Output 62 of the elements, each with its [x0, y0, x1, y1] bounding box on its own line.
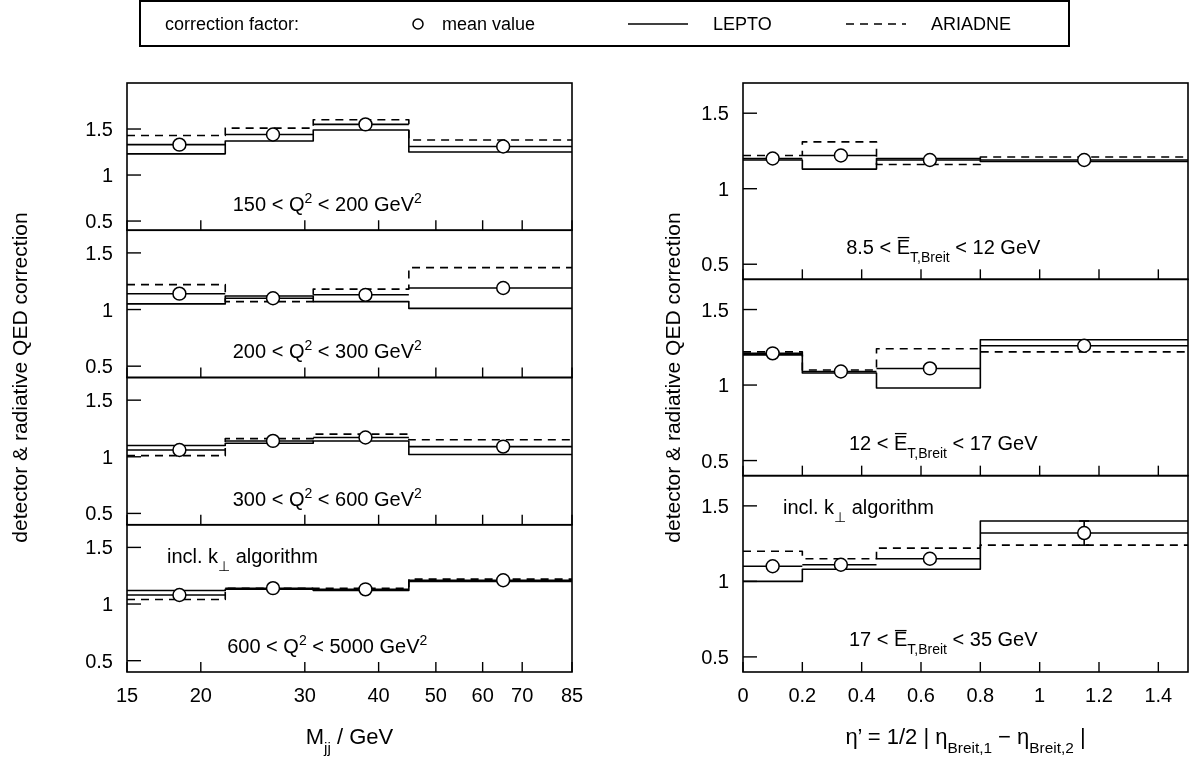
y-tick-label: 0.5 [85, 210, 113, 233]
x-tick-label: 1.2 [1085, 684, 1113, 706]
y-tick-label: 1 [101, 164, 113, 187]
point [922, 551, 938, 566]
y-tick-label: 0.5 [701, 253, 729, 276]
annotation: 600 < Q$^{2}$ < 5000 GeV$^{2}$ [227, 631, 428, 657]
point [765, 346, 780, 361]
point [922, 361, 938, 376]
y-tick-label: 0.5 [85, 502, 113, 525]
annotation: incl. k$_{⊥}$ algorithm [167, 544, 318, 574]
x-tick-label: 70 [511, 684, 534, 706]
y-tick-label: 0.5 [701, 645, 729, 668]
annotation: 12 < E̅$_{T,Breit}$ < 17 GeV [848, 432, 1039, 462]
y-tick-label: 0.5 [85, 649, 113, 672]
legend-label: ARIADNE [931, 14, 1012, 34]
legend-label: LEPTO [713, 14, 772, 34]
x-tick-label: 60 [471, 684, 494, 706]
point [833, 364, 849, 379]
y-tick-label: 1 [717, 177, 729, 200]
y-tick-label: 1.5 [85, 241, 113, 264]
x-tick-label: 20 [189, 684, 212, 706]
annotation: 200 < Q$^{2}$ < 300 GeV$^{2}$ [232, 337, 422, 363]
x-tick-label: 0 [737, 684, 749, 706]
annotation: incl. k$_{⊥}$ algorithm [783, 495, 934, 525]
x-tick-label: 1.4 [1144, 684, 1173, 706]
x-tick-label: 1 [1034, 684, 1046, 706]
x-axis-title: η’ = 1/2 | η$_{Breit,1}$ − η$_{Breit,2}$ | [845, 724, 1086, 756]
x-tick-label: 15 [115, 684, 139, 706]
y-tick-label: 1 [101, 445, 113, 468]
x-tick-label: 30 [293, 684, 316, 706]
y-tick-label: 1 [101, 298, 113, 321]
x-tick-label: 0.4 [847, 684, 876, 706]
x-tick-label: 50 [424, 684, 447, 706]
y-tick-label: 0.5 [701, 449, 729, 472]
legend-title: correction factor: [165, 14, 300, 34]
y-tick-label: 1 [717, 374, 729, 397]
y-axis-title: detector & radiative QED correction [661, 212, 684, 543]
y-tick-label: 1.5 [85, 118, 113, 141]
x-tick-label: 0.6 [907, 684, 935, 706]
y-tick-label: 1.5 [85, 389, 113, 412]
annotation: 150 < Q$^{2}$ < 200 GeV$^{2}$ [232, 190, 422, 216]
legend-label: mean value [442, 14, 536, 34]
annotation: 17 < E̅$_{T,Breit}$ < 35 GeV [848, 628, 1039, 658]
y-axis-title: detector & radiative QED correction [8, 212, 31, 543]
annotation: 300 < Q$^{2}$ < 600 GeV$^{2}$ [232, 484, 422, 510]
point [765, 559, 780, 574]
x-tick-label: 0.8 [966, 684, 995, 706]
point [1076, 525, 1092, 541]
point [1076, 338, 1092, 353]
x-tick-label: 40 [367, 684, 390, 706]
x-axis-title: M$_{jj}$ / GeV [305, 724, 394, 756]
y-tick-label: 1 [101, 593, 113, 616]
y-tick-label: 0.5 [85, 355, 113, 378]
annotation: 8.5 < E̅$_{T,Breit}$ < 12 GeV [846, 235, 1042, 265]
x-tick-label: 85 [560, 684, 584, 706]
x-tick-label: 0.2 [788, 684, 817, 706]
y-tick-label: 1.5 [701, 298, 729, 321]
point [833, 557, 849, 572]
y-tick-label: 1.5 [701, 102, 729, 125]
y-tick-label: 1.5 [85, 536, 113, 559]
y-tick-label: 1 [717, 570, 729, 593]
y-tick-label: 1.5 [701, 494, 729, 517]
